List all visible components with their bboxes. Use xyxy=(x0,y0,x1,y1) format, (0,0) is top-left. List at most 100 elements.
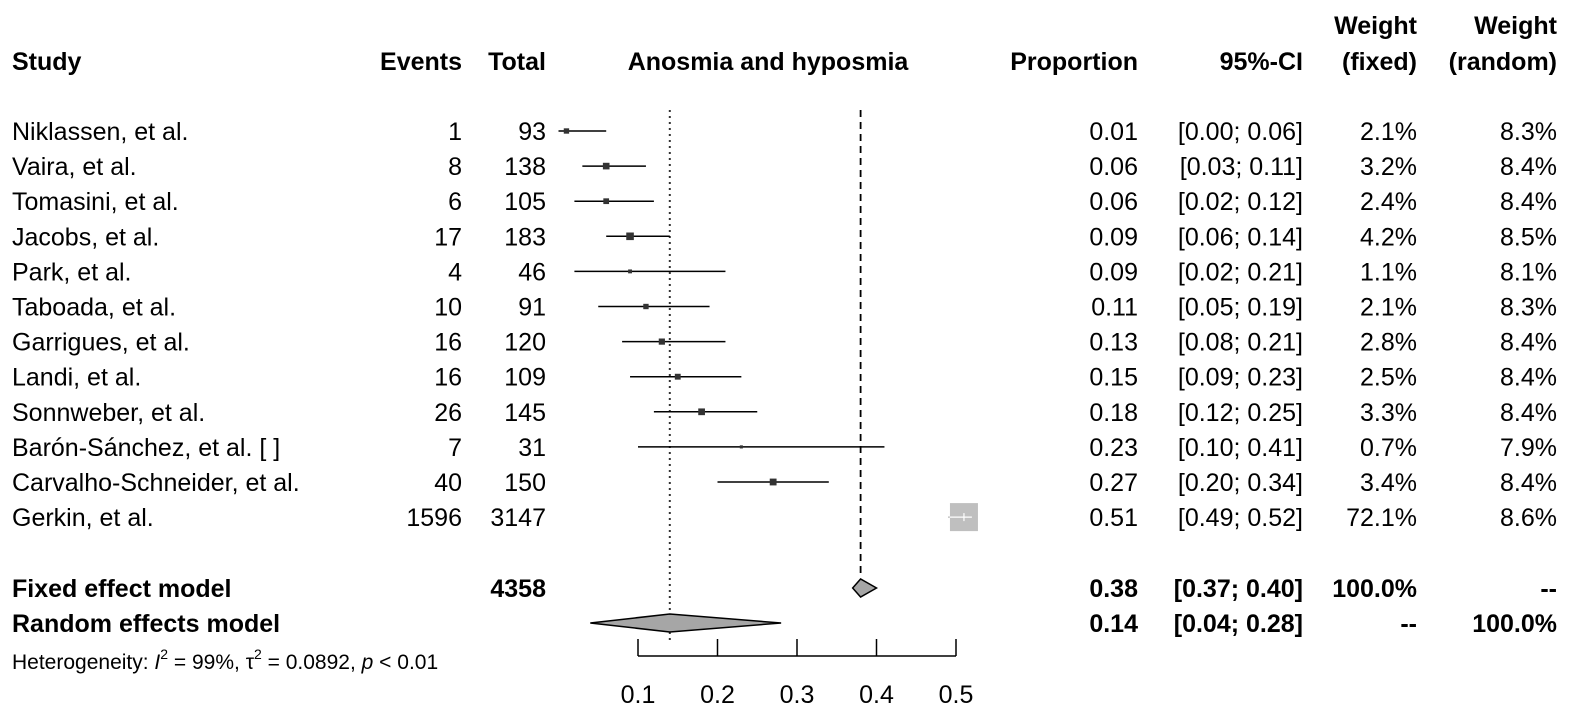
study-ci: [0.00; 0.06] xyxy=(1178,118,1303,146)
study-ci: [0.20; 0.34] xyxy=(1178,469,1303,497)
study-events: 7 xyxy=(448,434,462,462)
study-estimate-marker xyxy=(563,128,570,134)
study-row: Park, et al. 4 46 0.09 [0.02; 0.21] 1.1% 8.1% xyxy=(12,258,1557,286)
study-proportion: 0.06 xyxy=(1089,188,1138,216)
study-row: Carvalho-Schneider, et al. 40 150 0.27 [0.20… xyxy=(12,469,1557,497)
random-effects-ci: [0.04; 0.28] xyxy=(1174,610,1303,638)
study-events: 10 xyxy=(434,294,462,322)
study-name: Jacobs, et al. xyxy=(12,223,159,251)
study-weight-fixed: 4.2% xyxy=(1360,223,1417,251)
x-tick-label: 0.5 xyxy=(939,681,974,709)
random-effects-weight-fixed: -- xyxy=(1400,610,1417,638)
study-proportion: 0.13 xyxy=(1089,329,1138,357)
study-ci: [0.06; 0.14] xyxy=(1178,223,1303,251)
fixed-effect-weight-fixed: 100.0% xyxy=(1332,575,1417,603)
study-events: 4 xyxy=(448,258,462,286)
study-events: 17 xyxy=(434,223,462,251)
study-rows: Niklassen, et al. 1 93 0.01 [0.00; 0.06] 2.1%… xyxy=(12,118,1557,532)
header-study: Study xyxy=(12,48,82,76)
study-estimate-marker xyxy=(603,198,610,205)
header-row: Study Events Total Anosmia and hyposmia … xyxy=(12,12,1558,76)
study-weight-fixed: 2.4% xyxy=(1360,188,1417,216)
study-weight-random: 8.6% xyxy=(1500,504,1557,532)
study-name: Taboada, et al. xyxy=(12,294,176,322)
study-name: Park, et al. xyxy=(12,258,132,286)
study-proportion: 0.01 xyxy=(1089,118,1138,146)
study-proportion: 0.27 xyxy=(1089,469,1138,497)
x-tick-label: 0.3 xyxy=(780,681,815,709)
study-total: 145 xyxy=(504,399,546,427)
x-tick-label: 0.2 xyxy=(700,681,735,709)
study-name: Carvalho-Schneider, et al. xyxy=(12,469,300,497)
study-weight-fixed: 1.1% xyxy=(1360,258,1417,286)
study-total: 105 xyxy=(504,188,546,216)
study-name: Sonnweber, et al. xyxy=(12,399,205,427)
x-tick-label: 0.1 xyxy=(621,681,656,709)
study-proportion: 0.15 xyxy=(1089,364,1138,392)
study-name: Garrigues, et al. xyxy=(12,329,190,357)
study-proportion: 0.09 xyxy=(1089,223,1138,251)
study-proportion: 0.18 xyxy=(1089,399,1138,427)
study-weight-fixed: 3.4% xyxy=(1360,469,1417,497)
study-total: 138 xyxy=(504,153,546,181)
header-ci: 95%-CI xyxy=(1220,48,1303,76)
header-weight-random-line2: (random) xyxy=(1449,48,1557,76)
study-events: 16 xyxy=(434,329,462,357)
study-events: 40 xyxy=(434,469,462,497)
fixed-effect-diamond xyxy=(851,578,879,598)
random-effects-weight-random: 100.0% xyxy=(1472,610,1557,638)
study-weight-fixed: 3.2% xyxy=(1360,153,1417,181)
study-row: Niklassen, et al. 1 93 0.01 [0.00; 0.06] 2.1%… xyxy=(12,118,1557,146)
study-weight-random: 7.9% xyxy=(1500,434,1557,462)
study-ci: [0.09; 0.23] xyxy=(1178,364,1303,392)
study-weight-random: 8.4% xyxy=(1500,329,1557,357)
study-total: 46 xyxy=(518,258,546,286)
study-name: Barón-Sánchez, et al. [ ] xyxy=(12,434,280,462)
study-estimate-marker xyxy=(739,445,743,449)
header-proportion: Proportion xyxy=(1010,48,1138,76)
study-name: Niklassen, et al. xyxy=(12,118,188,146)
study-name: Vaira, et al. xyxy=(12,153,137,181)
study-row: Barón-Sánchez, et al. [ ] 7 31 0.23 [0.10; 0… xyxy=(12,434,1557,462)
study-proportion: 0.23 xyxy=(1089,434,1138,462)
fixed-effect-row: Fixed effect model 4358 0.38 [0.37; 0.40… xyxy=(12,575,1557,603)
fixed-effect-total: 4358 xyxy=(490,575,546,603)
study-total: 91 xyxy=(518,294,546,322)
study-proportion: 0.06 xyxy=(1089,153,1138,181)
study-ci: [0.03; 0.11] xyxy=(1180,153,1303,181)
study-row: Gerkin, et al. 1596 3147 0.51 [0.49; 0.52] 72… xyxy=(12,503,1557,532)
study-proportion: 0.51 xyxy=(1089,504,1138,532)
study-weight-fixed: 72.1% xyxy=(1346,504,1417,532)
fixed-effect-proportion: 0.38 xyxy=(1089,575,1138,603)
het-i-symbol: I xyxy=(154,651,160,674)
study-row: Jacobs, et al. 17 183 0.09 [0.06; 0.14] 4.2% 8… xyxy=(12,223,1557,251)
header-weight-fixed-line2: (fixed) xyxy=(1342,48,1417,76)
study-total: 120 xyxy=(504,329,546,357)
study-estimate-marker xyxy=(658,338,665,345)
study-ci: [0.12; 0.25] xyxy=(1178,399,1303,427)
study-events: 1596 xyxy=(406,504,462,532)
study-weight-random: 8.1% xyxy=(1500,258,1557,286)
study-weight-random: 8.4% xyxy=(1500,364,1557,392)
study-proportion: 0.09 xyxy=(1089,258,1138,286)
study-estimate-marker xyxy=(602,162,610,170)
het-prefix: Heterogeneity: xyxy=(12,651,154,674)
het-p-symbol: p xyxy=(361,651,374,674)
fixed-effect-weight-random: -- xyxy=(1540,575,1557,603)
study-row: Vaira, et al. 8 138 0.06 [0.03; 0.11] 3.2% 8.4… xyxy=(12,153,1557,181)
study-proportion: 0.11 xyxy=(1091,294,1138,322)
study-estimate-marker xyxy=(698,408,705,416)
study-estimate-marker xyxy=(626,232,634,241)
het-tau-value: = 0.0892, xyxy=(262,651,362,674)
het-p-value: < 0.01 xyxy=(373,651,438,674)
x-axis: 0.1 0.2 0.3 0.4 0.5 xyxy=(621,639,974,709)
header-weight-random-line1: Weight xyxy=(1474,12,1558,40)
random-effects-label: Random effects model xyxy=(12,610,280,638)
header-weight-fixed-line1: Weight xyxy=(1334,12,1418,40)
study-ci: [0.02; 0.12] xyxy=(1178,188,1303,216)
header-events: Events xyxy=(380,48,462,76)
study-estimate-marker xyxy=(628,269,632,274)
study-ci: [0.05; 0.19] xyxy=(1178,294,1303,322)
random-effects-proportion: 0.14 xyxy=(1089,610,1138,638)
